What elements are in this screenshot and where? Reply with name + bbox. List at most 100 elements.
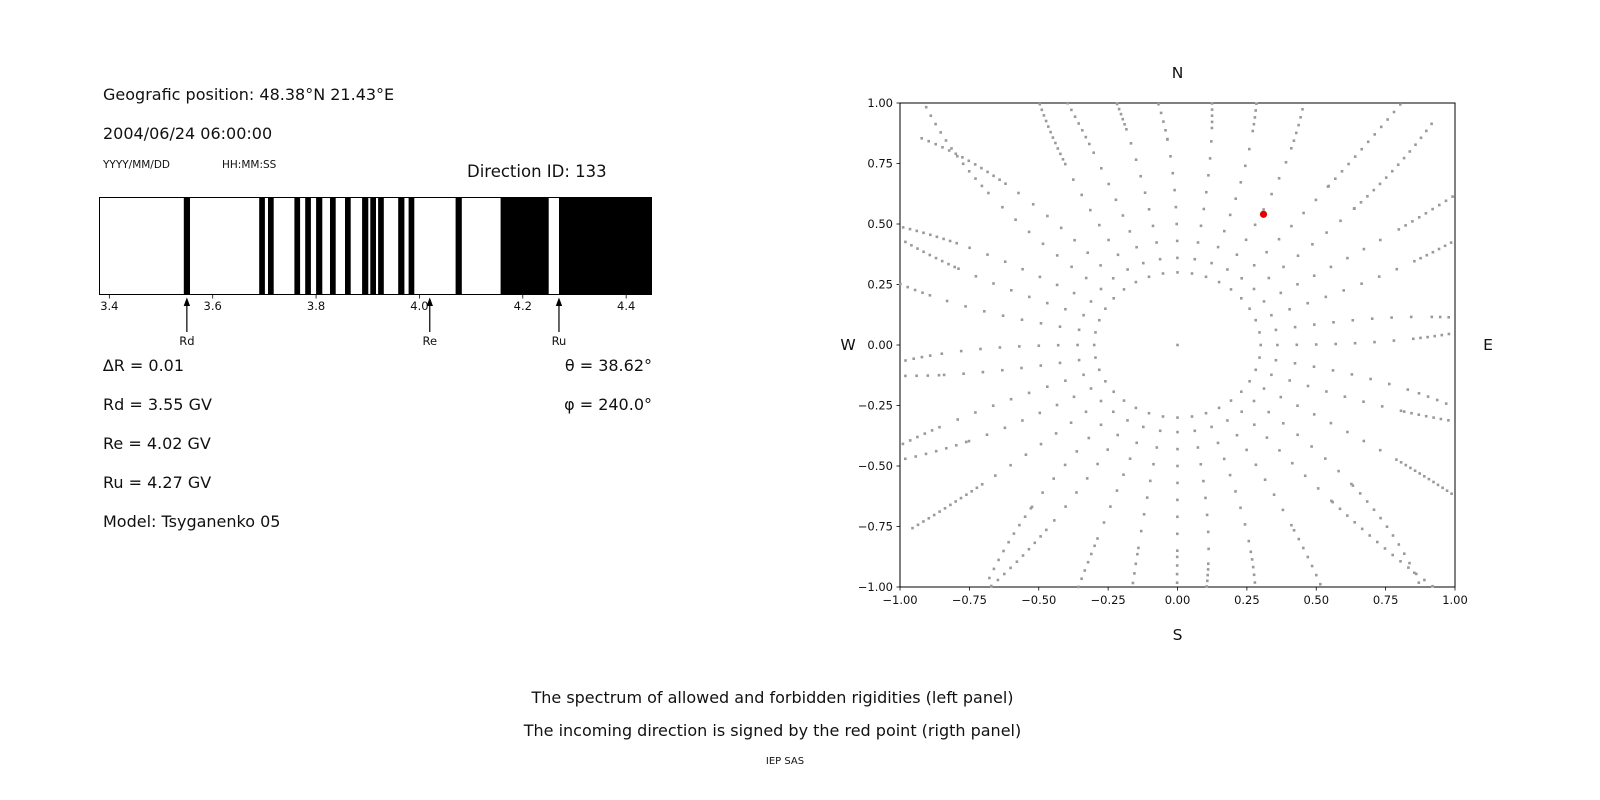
trajectory-dot bbox=[1122, 399, 1126, 402]
trajectory-dot bbox=[941, 146, 944, 149]
trajectory-dot bbox=[979, 347, 982, 351]
trajectory-dot bbox=[1080, 193, 1083, 197]
trajectory-dot bbox=[1293, 362, 1297, 365]
trajectory-dot bbox=[954, 152, 958, 156]
x-tick-label: −0.25 bbox=[1091, 593, 1126, 607]
trajectory-dot bbox=[1340, 170, 1344, 173]
trajectory-dot bbox=[915, 374, 918, 378]
trajectory-dot bbox=[1399, 461, 1403, 464]
trajectory-dot bbox=[1284, 161, 1288, 164]
trajectory-dot bbox=[1265, 250, 1268, 254]
trajectory-dot bbox=[1044, 119, 1048, 123]
trajectory-dot bbox=[1255, 102, 1258, 105]
trajectory-dot bbox=[1066, 101, 1069, 105]
trajectory-dot bbox=[1084, 410, 1088, 414]
trajectory-dot bbox=[942, 237, 945, 241]
trajectory-dot bbox=[1028, 295, 1031, 299]
trajectory-dot bbox=[1014, 218, 1017, 221]
trajectory-dot bbox=[1089, 300, 1093, 303]
trajectory-dot bbox=[1402, 156, 1406, 160]
trajectory-dot bbox=[1240, 410, 1243, 413]
trajectory-dot bbox=[920, 137, 923, 140]
trajectory-dot bbox=[1383, 547, 1387, 550]
trajectory-dot bbox=[1222, 457, 1226, 461]
trajectory-dot bbox=[1207, 562, 1210, 565]
compass-north-label: N bbox=[1172, 64, 1184, 82]
trajectory-dot bbox=[1379, 516, 1382, 520]
trajectory-dot bbox=[1139, 174, 1142, 178]
trajectory-dot bbox=[928, 253, 932, 257]
trajectory-dot bbox=[944, 139, 948, 142]
trajectory-dot bbox=[1338, 507, 1342, 511]
trajectory-dot bbox=[1038, 275, 1042, 279]
trajectory-dot bbox=[1001, 205, 1004, 209]
trajectory-dot bbox=[1112, 297, 1115, 300]
trajectory-dot bbox=[1319, 582, 1322, 586]
trajectory-dot bbox=[1270, 373, 1273, 377]
trajectory-dot bbox=[1077, 358, 1081, 362]
trajectory-dot bbox=[1046, 214, 1049, 218]
trajectory-dot bbox=[1293, 325, 1297, 329]
trajectory-dot bbox=[904, 374, 907, 378]
trajectory-dot bbox=[1122, 473, 1125, 476]
trajectory-dot bbox=[949, 503, 952, 507]
trajectory-dot bbox=[1353, 207, 1356, 210]
trajectory-dot bbox=[1058, 325, 1062, 328]
trajectory-dot bbox=[1077, 122, 1080, 125]
caption-line-1: The spectrum of allowed and forbidden ri… bbox=[531, 688, 1014, 707]
trajectory-dot bbox=[1399, 409, 1403, 413]
trajectory-dot bbox=[1204, 411, 1208, 415]
trajectory-dot bbox=[954, 500, 957, 503]
trajectory-dot bbox=[1064, 379, 1067, 382]
trajectory-dot bbox=[1121, 214, 1125, 217]
trajectory-dot bbox=[970, 490, 973, 493]
trajectory-dot bbox=[1250, 558, 1254, 561]
trajectory-dot bbox=[1040, 108, 1044, 112]
trajectory-dot bbox=[1334, 342, 1337, 346]
trajectory-dot bbox=[910, 244, 913, 247]
trajectory-dot bbox=[1226, 419, 1229, 422]
trajectory-dot bbox=[1125, 128, 1128, 131]
trajectory-dot bbox=[1136, 552, 1139, 556]
trajectory-dot bbox=[987, 191, 990, 195]
trajectory-dot bbox=[1104, 307, 1107, 310]
trajectory-dot bbox=[974, 275, 978, 278]
trajectory-dot bbox=[1072, 178, 1075, 181]
trajectory-dot bbox=[1199, 463, 1203, 466]
trajectory-dot bbox=[1277, 177, 1281, 180]
trajectory-dot bbox=[1100, 167, 1103, 170]
trajectory-dot bbox=[927, 517, 931, 520]
trajectory-dot bbox=[1139, 529, 1143, 533]
trajectory-dot bbox=[1092, 343, 1096, 347]
trajectory-dot bbox=[992, 174, 995, 178]
trajectory-dot bbox=[1451, 195, 1454, 198]
trajectory-dot bbox=[1147, 275, 1151, 279]
trajectory-dot bbox=[1306, 301, 1309, 305]
trajectory-dot bbox=[1096, 537, 1099, 540]
trajectory-dot bbox=[1350, 482, 1353, 486]
trajectory-dot bbox=[1353, 341, 1357, 345]
geographic-position-label: Geografic position: 48.38°N 21.43°E bbox=[103, 85, 395, 104]
trajectory-dot bbox=[1312, 274, 1316, 277]
trajectory-dot bbox=[1327, 184, 1330, 188]
trajectory-dot bbox=[1012, 532, 1016, 535]
x-tick-label: 3.6 bbox=[204, 299, 222, 313]
trajectory-dot bbox=[1070, 265, 1073, 269]
trajectory-dot bbox=[1239, 181, 1243, 184]
trajectory-dot bbox=[1081, 129, 1084, 132]
trajectory-dot bbox=[1020, 318, 1024, 321]
trajectory-dot bbox=[1240, 390, 1243, 393]
trajectory-dot bbox=[1176, 532, 1179, 536]
trajectory-dot bbox=[1080, 577, 1083, 580]
trajectory-dot bbox=[1438, 315, 1442, 319]
trajectory-dot bbox=[899, 282, 902, 286]
trajectory-dot bbox=[1017, 191, 1020, 195]
trajectory-dot bbox=[945, 447, 948, 450]
trajectory-dot bbox=[1274, 358, 1278, 362]
trajectory-dot bbox=[1155, 446, 1159, 449]
trajectory-dot bbox=[1076, 343, 1079, 347]
trajectory-dot bbox=[913, 288, 917, 292]
trajectory-dot bbox=[965, 493, 968, 496]
rigidity-spectrum-chart: 3.4 3.6 3.8 4.0 4.2 4.4 Rd Re Ru bbox=[99, 197, 652, 348]
trajectory-dot bbox=[926, 374, 930, 377]
